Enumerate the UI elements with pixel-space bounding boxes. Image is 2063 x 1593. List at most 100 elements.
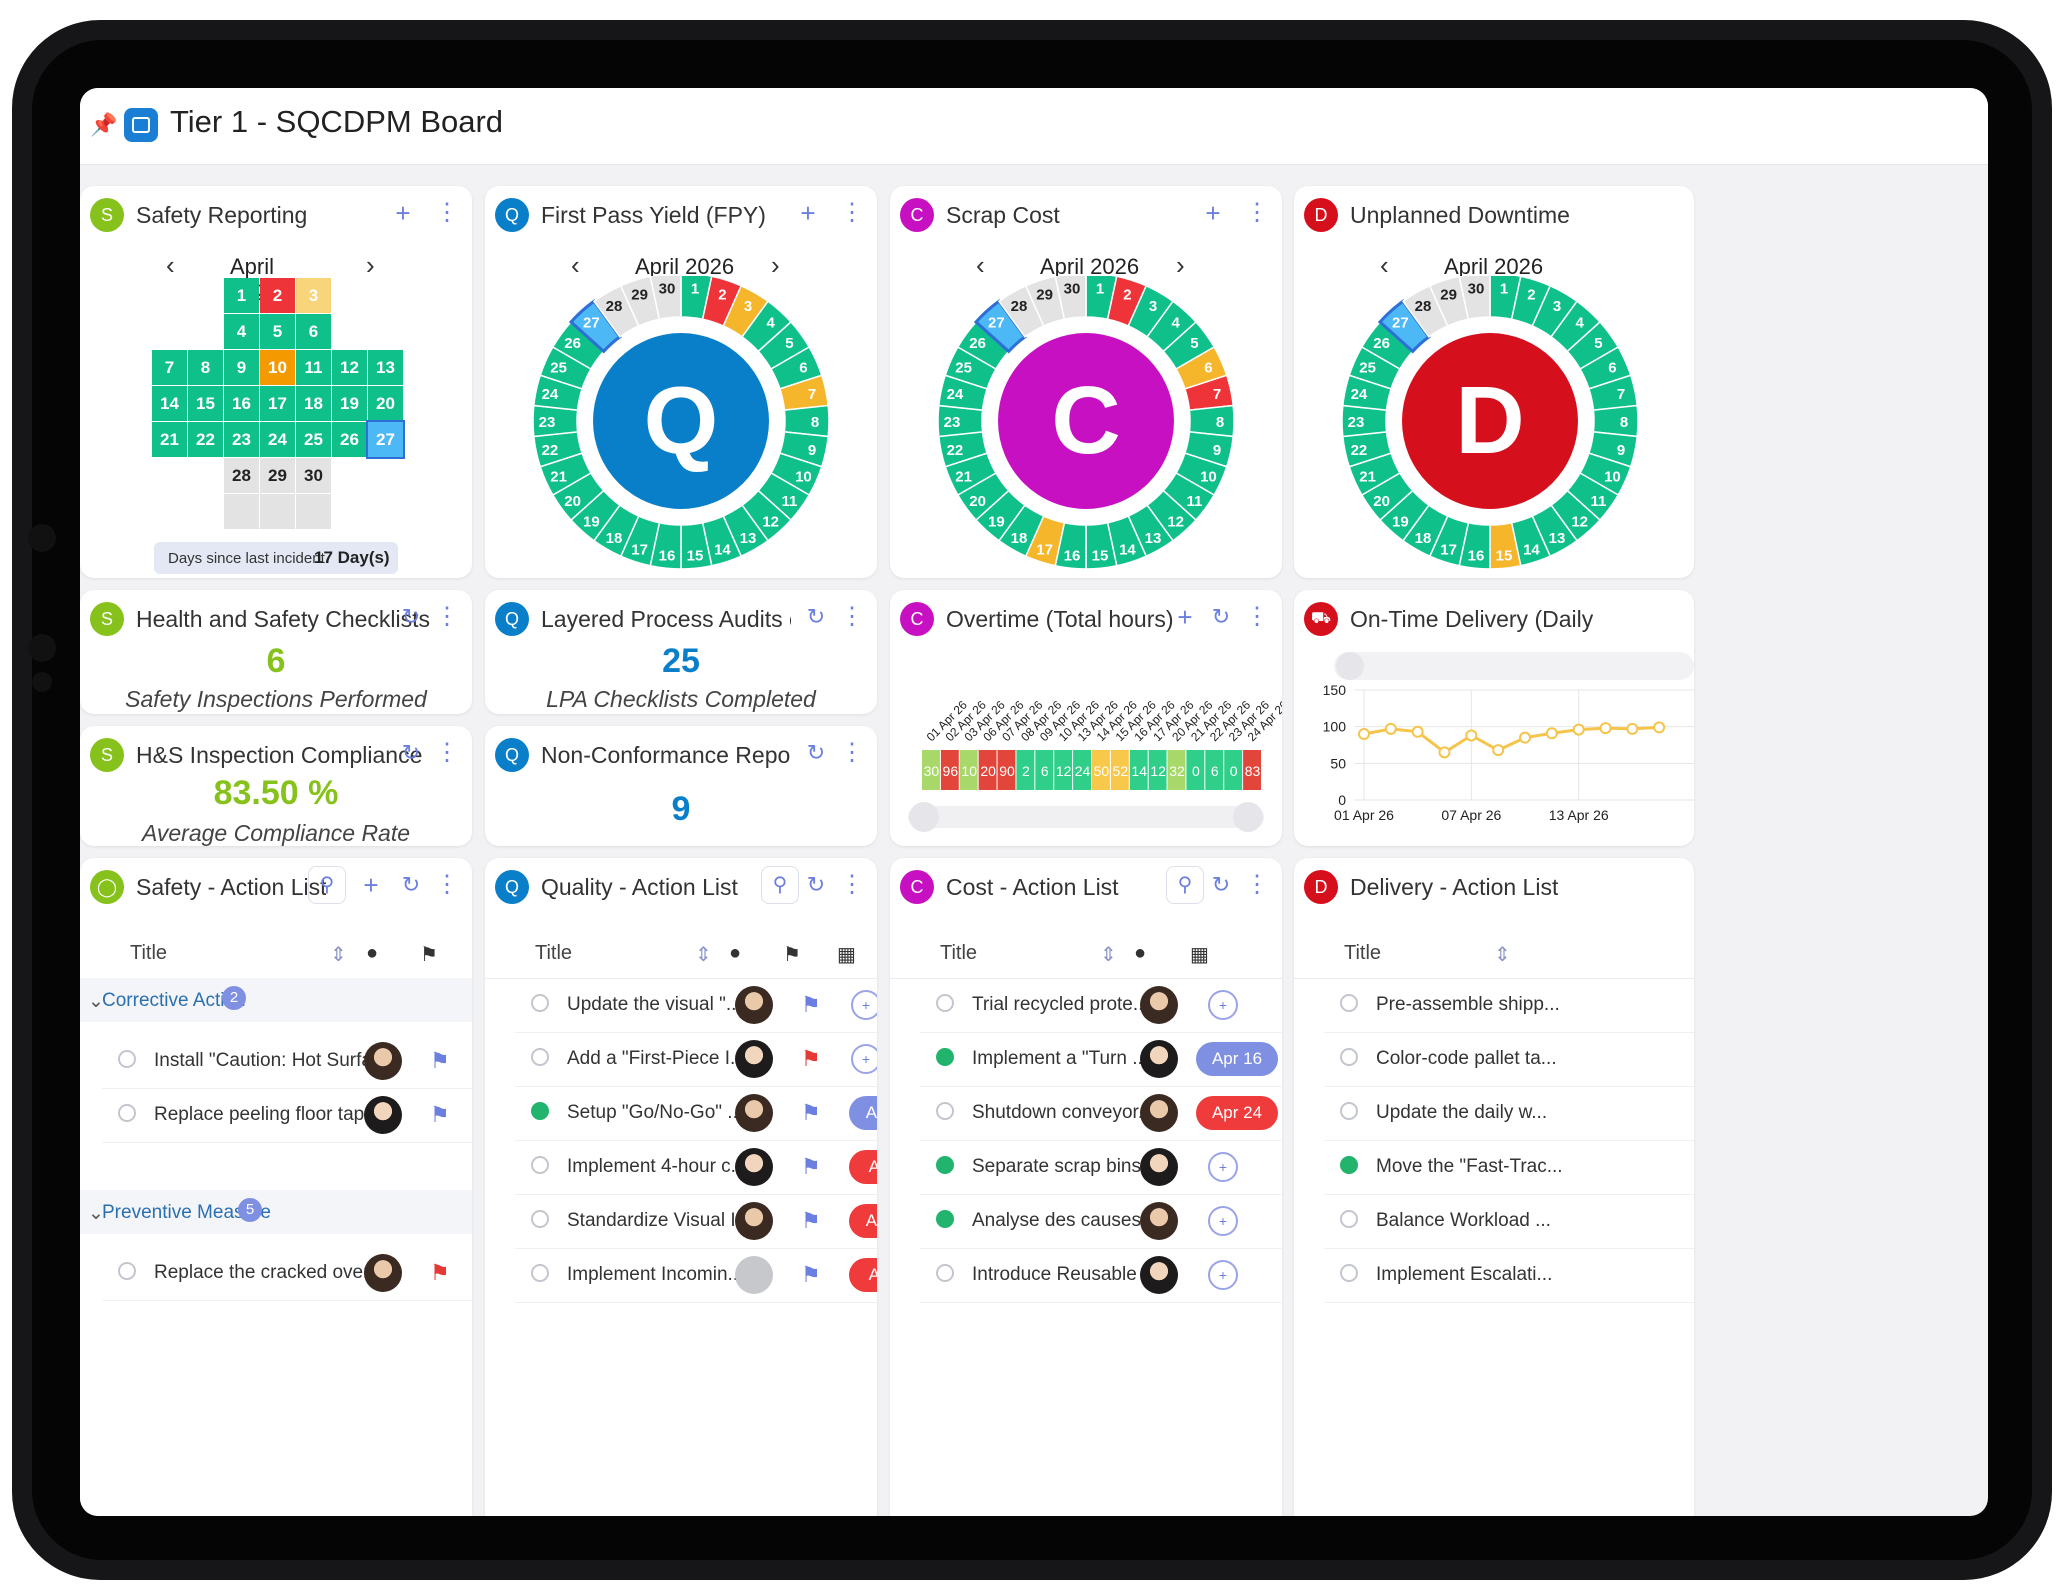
action-row[interactable]: Trial recycled prote... + bbox=[920, 978, 1282, 1033]
more-icon[interactable]: ⋮ bbox=[435, 199, 459, 226]
calendar-day[interactable]: 12 bbox=[332, 350, 367, 385]
action-row[interactable]: Add a "First-Piece I... ⚑ + bbox=[515, 1032, 877, 1087]
assignee-avatar[interactable] bbox=[735, 1094, 773, 1132]
calendar-day[interactable]: 30 bbox=[296, 458, 331, 493]
action-row[interactable]: Move the "Fast-Trac... bbox=[1324, 1140, 1694, 1195]
status-check-icon[interactable] bbox=[531, 1156, 549, 1174]
heatmap-cell[interactable] bbox=[1224, 750, 1243, 790]
prev-month-icon[interactable]: ‹ bbox=[166, 250, 175, 280]
assignee-avatar[interactable] bbox=[735, 1040, 773, 1078]
heatmap-cell[interactable] bbox=[1110, 750, 1129, 790]
flag-icon[interactable]: ⚑ bbox=[801, 992, 821, 1017]
calendar-day[interactable]: 22 bbox=[188, 422, 223, 457]
heatmap-cell[interactable] bbox=[1054, 750, 1073, 790]
action-row[interactable]: Shutdown conveyor... Apr 24 bbox=[920, 1086, 1282, 1141]
more-icon[interactable]: ⋮ bbox=[840, 603, 864, 630]
refresh-icon[interactable]: ↻ bbox=[401, 872, 421, 897]
more-icon[interactable]: ⋮ bbox=[435, 739, 459, 766]
scroll-handle-left[interactable] bbox=[1336, 652, 1364, 680]
next-month-icon[interactable]: › bbox=[366, 250, 375, 280]
otd-data-point[interactable] bbox=[1545, 727, 1558, 740]
status-check-icon[interactable] bbox=[1340, 1264, 1358, 1282]
more-icon[interactable]: ⋮ bbox=[840, 739, 864, 766]
flag-icon[interactable]: ⚑ bbox=[783, 944, 801, 966]
calendar-add-icon[interactable]: + bbox=[851, 1044, 877, 1074]
action-row[interactable]: Replace peeling floor tape... ⚑ bbox=[102, 1088, 472, 1143]
calendar-day[interactable]: 3 bbox=[296, 278, 331, 313]
status-check-icon[interactable] bbox=[936, 1264, 954, 1282]
calendar-day[interactable]: 26 bbox=[332, 422, 367, 457]
otd-data-point[interactable] bbox=[1358, 728, 1370, 740]
heatmap-cell[interactable] bbox=[959, 750, 978, 790]
calendar-day[interactable]: 17 bbox=[260, 386, 295, 421]
group-header[interactable]: ⌄ Preventive Measure 5 bbox=[80, 1190, 472, 1234]
calendar-day[interactable]: 9 bbox=[224, 350, 259, 385]
action-row[interactable]: Implement a "Turn ... Apr 16 bbox=[920, 1032, 1282, 1087]
flag-icon[interactable]: ⚑ bbox=[430, 1048, 450, 1073]
prev-month-icon[interactable]: ‹ bbox=[1380, 250, 1389, 280]
more-icon[interactable]: ⋮ bbox=[1245, 871, 1269, 898]
otd-data-point[interactable] bbox=[1626, 722, 1639, 735]
refresh-icon[interactable]: ↻ bbox=[806, 872, 826, 897]
flag-icon[interactable]: ⚑ bbox=[801, 1154, 821, 1179]
calendar-day[interactable]: 20 bbox=[368, 386, 403, 421]
calendar-add-icon[interactable]: + bbox=[1208, 990, 1238, 1020]
due-date-pill[interactable]: Apr bbox=[849, 1096, 877, 1130]
action-row[interactable]: Replace the cracked overh... ⚑ bbox=[102, 1246, 472, 1301]
assignee-avatar[interactable] bbox=[735, 1148, 773, 1186]
calendar-day[interactable]: 5 bbox=[260, 314, 295, 349]
col-title[interactable]: Title bbox=[940, 942, 978, 964]
action-row[interactable]: Update the visual "... ⚑ + bbox=[515, 978, 877, 1033]
assignee-avatar[interactable] bbox=[1140, 1202, 1178, 1240]
more-icon[interactable]: ⋮ bbox=[435, 603, 459, 630]
sort-icon[interactable]: ⇕ bbox=[695, 944, 712, 966]
add-icon[interactable]: + bbox=[1177, 602, 1193, 632]
flag-icon[interactable]: ⚑ bbox=[801, 1262, 821, 1287]
action-row[interactable]: Install "Caution: Hot Surfa... ⚑ bbox=[102, 1034, 472, 1089]
more-icon[interactable]: ⋮ bbox=[1245, 199, 1269, 226]
prev-month-icon[interactable]: ‹ bbox=[976, 250, 985, 280]
heatmap-cell[interactable] bbox=[1073, 750, 1091, 790]
next-month-icon[interactable]: › bbox=[771, 250, 780, 280]
action-row[interactable]: Separate scrap bins... + bbox=[920, 1140, 1282, 1195]
heatmap-cell[interactable] bbox=[1243, 750, 1261, 790]
status-check-icon[interactable] bbox=[531, 1048, 549, 1066]
due-date-pill[interactable]: Apr bbox=[849, 1204, 877, 1238]
status-check-icon[interactable] bbox=[531, 1102, 549, 1120]
flag-icon[interactable]: ⚑ bbox=[801, 1046, 821, 1071]
calendar-icon[interactable]: ▦ bbox=[1190, 944, 1209, 966]
add-icon[interactable]: + bbox=[1205, 198, 1221, 228]
more-icon[interactable]: ⋮ bbox=[840, 871, 864, 898]
status-check-icon[interactable] bbox=[118, 1104, 136, 1122]
action-row[interactable]: Implement Escalati... bbox=[1324, 1248, 1694, 1303]
scroll-handle-right[interactable] bbox=[1233, 802, 1263, 832]
flag-icon[interactable]: ⚑ bbox=[430, 1260, 450, 1285]
calendar-day[interactable]: 15 bbox=[188, 386, 223, 421]
refresh-icon[interactable]: ↻ bbox=[401, 740, 421, 765]
due-date-pill[interactable]: Apr 16 bbox=[1196, 1042, 1278, 1076]
assignee-avatar[interactable] bbox=[735, 1256, 773, 1294]
status-check-icon[interactable] bbox=[531, 1264, 549, 1282]
status-check-icon[interactable] bbox=[936, 1210, 954, 1228]
action-row[interactable]: Setup "Go/No-Go" ... ⚑ Apr bbox=[515, 1086, 877, 1141]
sort-icon[interactable]: ⇕ bbox=[1100, 944, 1117, 966]
status-check-icon[interactable] bbox=[531, 994, 549, 1012]
heatmap-cell[interactable] bbox=[940, 750, 959, 790]
flag-icon[interactable]: ⚑ bbox=[420, 944, 438, 966]
otd-data-point[interactable] bbox=[1492, 744, 1505, 757]
calendar-add-icon[interactable]: + bbox=[851, 990, 877, 1020]
action-row[interactable]: Pre-assemble shipp... bbox=[1324, 978, 1694, 1033]
sort-icon[interactable]: ⇕ bbox=[330, 944, 347, 966]
otd-data-point[interactable] bbox=[1519, 731, 1532, 744]
add-icon[interactable]: + bbox=[363, 870, 379, 900]
refresh-icon[interactable]: ↻ bbox=[1211, 872, 1231, 897]
calendar-add-icon[interactable]: + bbox=[1208, 1152, 1238, 1182]
action-row[interactable]: Implement 4-hour c... ⚑ Ap bbox=[515, 1140, 877, 1195]
assignee-avatar[interactable] bbox=[1140, 1040, 1178, 1078]
more-icon[interactable]: ⋮ bbox=[1245, 603, 1269, 630]
status-check-icon[interactable] bbox=[936, 1048, 954, 1066]
otd-data-point[interactable] bbox=[1384, 722, 1397, 735]
next-month-icon[interactable]: › bbox=[1176, 250, 1185, 280]
calendar-day-segment[interactable] bbox=[1458, 276, 1491, 321]
heatmap-cell[interactable] bbox=[1148, 750, 1167, 790]
